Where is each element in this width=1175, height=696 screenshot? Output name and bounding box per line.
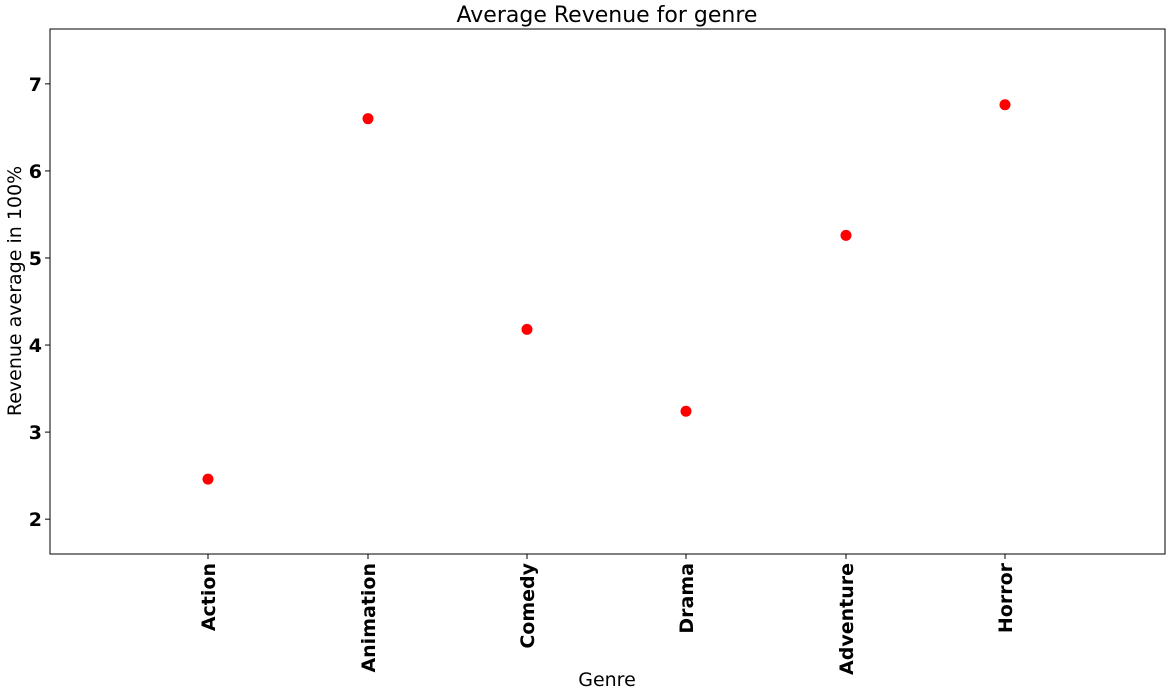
x-tick-label: Horror [995,562,1017,633]
y-axis: 2 3 4 5 6 7 [29,74,50,531]
data-point [999,99,1011,111]
y-tick-label: 5 [29,248,42,270]
y-tick-label: 6 [29,161,42,183]
data-point [202,473,214,485]
data-point [521,323,533,335]
x-axis-label: Genre [578,669,636,691]
y-tick-label: 7 [29,74,42,96]
y-axis-label: Revenue average in 100% [4,166,26,416]
data-points [202,99,1011,485]
data-point [840,229,852,241]
plot-area [49,28,1166,555]
data-point [680,405,692,417]
data-point [362,113,374,125]
x-tick-label: Drama [676,563,698,634]
x-axis: Action Animation Comedy Drama Adventure Horro… [198,554,1017,675]
chart-title: Average Revenue for genre [457,3,758,28]
x-tick-label: Adventure [836,563,858,675]
x-tick-label: Animation [358,563,380,673]
y-tick-label: 2 [29,509,42,531]
y-tick-label: 4 [29,335,42,357]
x-tick-label: Action [198,563,220,631]
x-tick-label: Comedy [517,562,539,648]
y-tick-label: 3 [29,422,42,444]
